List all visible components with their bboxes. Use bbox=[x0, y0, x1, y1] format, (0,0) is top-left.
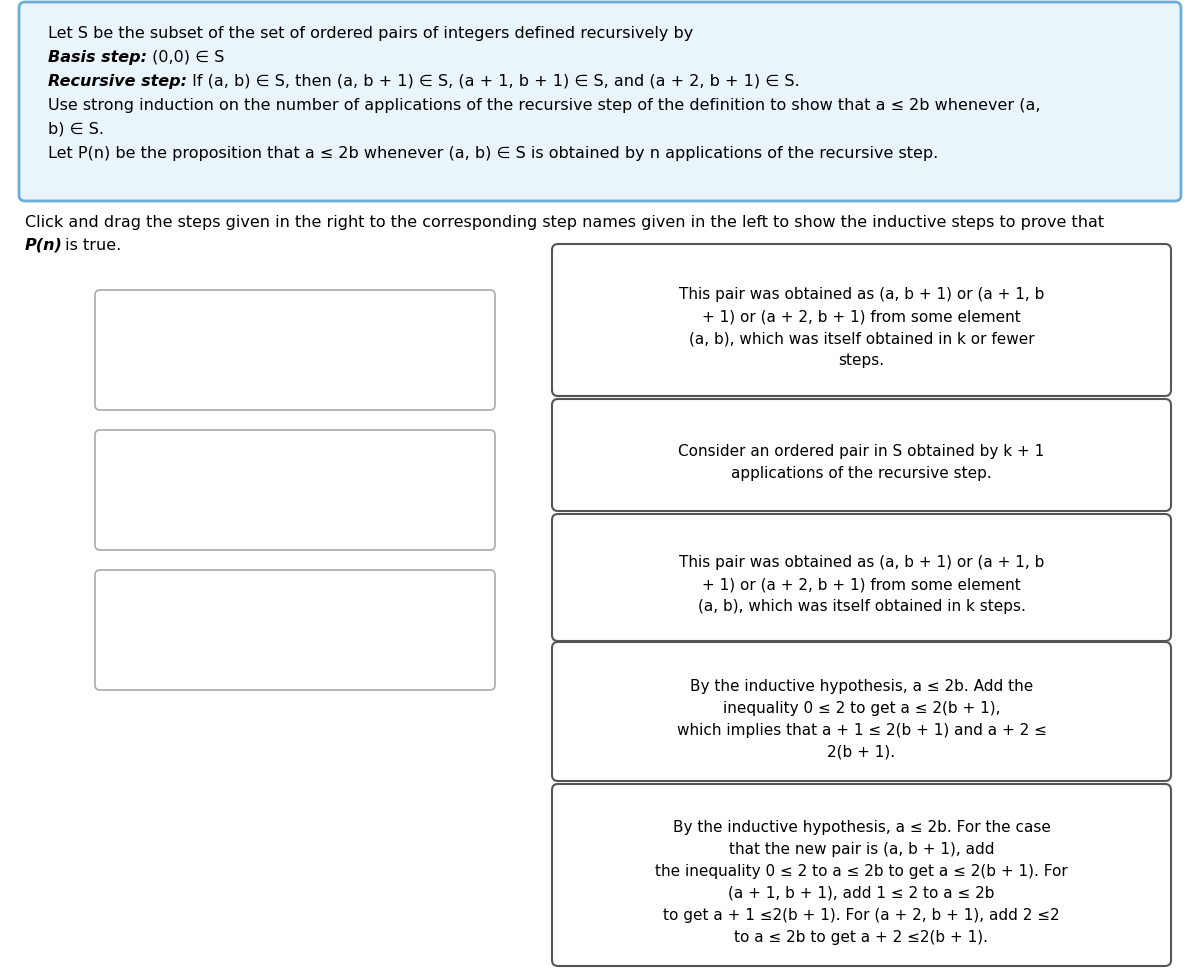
Text: inequality 0 ≤ 2 to get a ≤ 2(b + 1),: inequality 0 ≤ 2 to get a ≤ 2(b + 1), bbox=[722, 700, 1001, 716]
FancyBboxPatch shape bbox=[19, 2, 1181, 201]
Text: Basis step:: Basis step: bbox=[48, 50, 148, 65]
Text: (a + 1, b + 1), add 1 ≤ 2 to a ≤ 2b: (a + 1, b + 1), add 1 ≤ 2 to a ≤ 2b bbox=[728, 886, 995, 901]
Text: is true.: is true. bbox=[60, 238, 121, 253]
FancyBboxPatch shape bbox=[552, 244, 1171, 396]
Text: 2(b + 1).: 2(b + 1). bbox=[828, 745, 895, 760]
Text: This pair was obtained as (a, b + 1) or (a + 1, b: This pair was obtained as (a, b + 1) or … bbox=[679, 556, 1044, 570]
Text: which implies that a + 1 ≤ 2(b + 1) and a + 2 ≤: which implies that a + 1 ≤ 2(b + 1) and … bbox=[677, 722, 1046, 737]
Text: b) ∈ S.: b) ∈ S. bbox=[48, 122, 104, 137]
Text: By the inductive hypothesis, a ≤ 2b. Add the: By the inductive hypothesis, a ≤ 2b. Add… bbox=[690, 679, 1033, 693]
Text: that the new pair is (a, b + 1), add: that the new pair is (a, b + 1), add bbox=[728, 842, 995, 857]
Text: If (a, b) ∈ S, then (a, b + 1) ∈ S, (a + 1, b + 1) ∈ S, and (a + 2, b + 1) ∈ S.: If (a, b) ∈ S, then (a, b + 1) ∈ S, (a +… bbox=[187, 74, 799, 89]
Text: Use strong induction on the number of applications of the recursive step of the : Use strong induction on the number of ap… bbox=[48, 98, 1040, 113]
FancyBboxPatch shape bbox=[552, 514, 1171, 641]
Text: the inequality 0 ≤ 2 to a ≤ 2b to get a ≤ 2(b + 1). For: the inequality 0 ≤ 2 to a ≤ 2b to get a … bbox=[655, 864, 1068, 879]
Text: to a ≤ 2b to get a + 2 ≤2(b + 1).: to a ≤ 2b to get a + 2 ≤2(b + 1). bbox=[734, 930, 989, 945]
Text: steps.: steps. bbox=[839, 353, 884, 368]
Text: (a, b), which was itself obtained in k steps.: (a, b), which was itself obtained in k s… bbox=[697, 600, 1026, 614]
Text: Click and drag the steps given in the right to the corresponding step names give: Click and drag the steps given in the ri… bbox=[25, 215, 1104, 230]
FancyBboxPatch shape bbox=[95, 430, 496, 550]
Text: This pair was obtained as (a, b + 1) or (a + 1, b: This pair was obtained as (a, b + 1) or … bbox=[679, 287, 1044, 302]
Text: Let P(n) be the proposition that a ≤ 2b whenever (a, b) ∈ S is obtained by n app: Let P(n) be the proposition that a ≤ 2b … bbox=[48, 146, 938, 161]
Text: Recursive step:: Recursive step: bbox=[48, 74, 187, 89]
Text: Let S be the subset of the set of ordered pairs of integers defined recursively : Let S be the subset of the set of ordere… bbox=[48, 26, 694, 41]
FancyBboxPatch shape bbox=[552, 784, 1171, 966]
Text: P(n): P(n) bbox=[25, 238, 62, 253]
FancyBboxPatch shape bbox=[95, 570, 496, 690]
Text: + 1) or (a + 2, b + 1) from some element: + 1) or (a + 2, b + 1) from some element bbox=[702, 309, 1021, 324]
Text: (0,0) ∈ S: (0,0) ∈ S bbox=[148, 50, 224, 65]
Text: + 1) or (a + 2, b + 1) from some element: + 1) or (a + 2, b + 1) from some element bbox=[702, 577, 1021, 593]
Text: to get a + 1 ≤2(b + 1). For (a + 2, b + 1), add 2 ≤2: to get a + 1 ≤2(b + 1). For (a + 2, b + … bbox=[664, 908, 1060, 923]
Text: (a, b), which was itself obtained in k or fewer: (a, b), which was itself obtained in k o… bbox=[689, 331, 1034, 346]
Text: Consider an ordered pair in S obtained by k + 1: Consider an ordered pair in S obtained b… bbox=[678, 444, 1045, 459]
Text: applications of the recursive step.: applications of the recursive step. bbox=[731, 466, 992, 481]
FancyBboxPatch shape bbox=[552, 399, 1171, 511]
FancyBboxPatch shape bbox=[552, 642, 1171, 781]
FancyBboxPatch shape bbox=[95, 290, 496, 410]
Text: By the inductive hypothesis, a ≤ 2b. For the case: By the inductive hypothesis, a ≤ 2b. For… bbox=[672, 820, 1050, 835]
